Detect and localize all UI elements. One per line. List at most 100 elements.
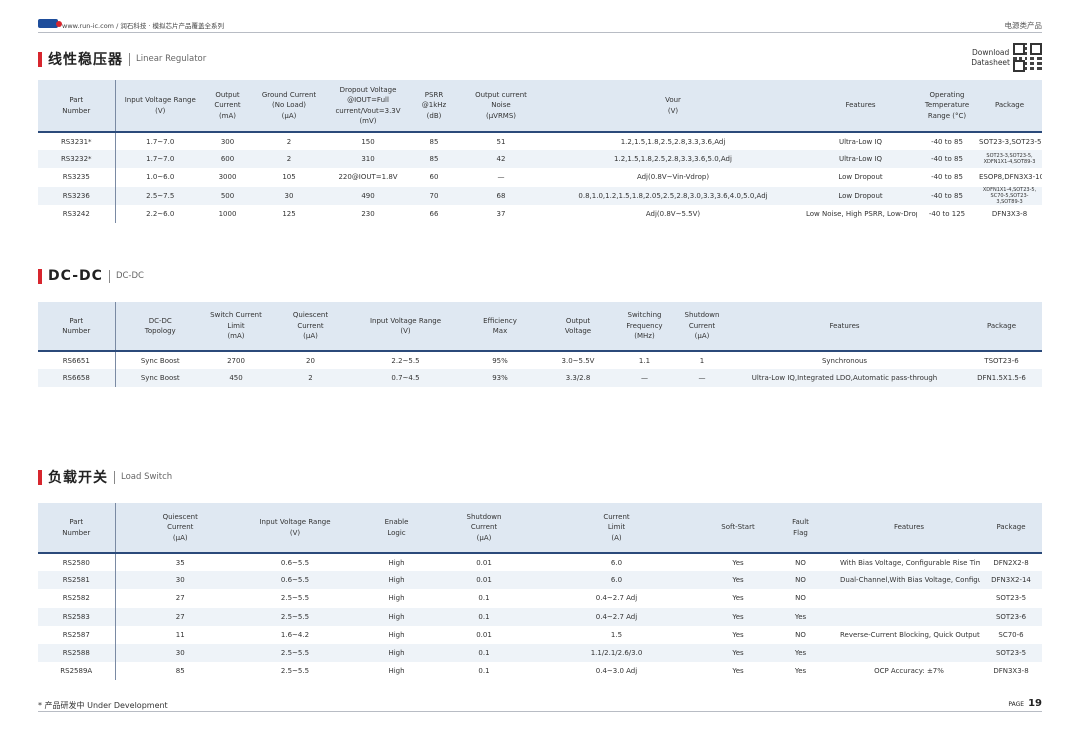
section-title-dcdc: DC-DC DC-DC (38, 266, 144, 286)
part-number-cell[interactable]: RS6658 (38, 369, 116, 388)
table-row: RS2582 27 2.5~5.5 High 0.1 0.4~2.7 Adj Yes NO SO… (38, 589, 1042, 608)
table-cell: 93% (457, 369, 543, 388)
part-number-cell[interactable]: RS3236 (38, 186, 116, 205)
part-number-cell[interactable]: RS2582 (38, 589, 116, 608)
table-cell: High (345, 643, 448, 663)
table-cell: High (345, 607, 448, 626)
column-header: Output current Noise (μVRMS) (460, 80, 542, 133)
table-cell: Yes (713, 643, 763, 663)
table-cell: Synchronous (821, 356, 868, 365)
table-cell: 27 (175, 594, 185, 603)
column-header: PSRR @1kHz (dB) (408, 80, 460, 133)
part-number-cell[interactable]: RS2580 (38, 553, 116, 572)
table-row: RS3232* 1.7~7.0 600 2 310 85 42 1.2,1.5,1.8,2.5… (38, 150, 1042, 169)
table-cell: 0.8,1.0,1.2,1.5,1.8,2.05,2.5,2.8,3.0,3.3… (542, 186, 804, 205)
table-cell: DFN1.5X1.5-6 (961, 369, 1042, 388)
column-header: Part Number (38, 302, 116, 352)
table-cell: 0.6~5.5 (280, 558, 310, 567)
table-cell: Yes (732, 630, 744, 639)
part-number-cell[interactable]: RS2588 (38, 643, 116, 663)
download-datasheet-label[interactable]: Download Datasheet (971, 48, 1010, 67)
table-cell: 0.01 (448, 571, 520, 590)
table-cell (838, 643, 980, 663)
table-cell: 20 (306, 356, 315, 365)
table-cell: SOT23-3,SOT23-5,XDFN1X1-4 (979, 137, 1042, 146)
table-cell: 0.4~2.7 Adj (520, 607, 713, 626)
table-cell: 66 (429, 209, 439, 218)
table-cell: NO (795, 630, 806, 639)
table-row: RS3236 2.5~7.5 500 30 490 70 68 0.8,1.0,1.2,1.5… (38, 186, 1042, 205)
table-cell: 85 (429, 137, 439, 146)
part-number-cell[interactable]: RS6651 (38, 351, 116, 370)
table-cell: 230 (361, 209, 375, 218)
table-cell: ESOP8,DFN3X3-10 (979, 173, 1042, 182)
section-title-cn: 线性稳压器 (48, 52, 123, 68)
part-number-cell[interactable]: RS3231* (38, 132, 116, 151)
table-cell: 6.0 (610, 558, 623, 567)
table-cell: 0.1 (478, 594, 490, 603)
table-cell (838, 607, 980, 626)
part-number-cell[interactable]: RS3242 (38, 204, 116, 223)
table-cell: -40 to 85 (931, 137, 963, 146)
table-cell: 2 (250, 150, 328, 169)
company-logo (38, 19, 62, 28)
table-cell: SOT23-6 (980, 607, 1042, 626)
part-number-cell[interactable]: RS2587 (38, 625, 116, 644)
table-cell (838, 589, 980, 607)
table-cell: 1.1 (638, 356, 651, 365)
table-cell: 1.2,1.5,1.8,2.5,2.8,3.3,3.6,Adj (620, 137, 726, 146)
category-label: 电源类产品 (1004, 21, 1043, 30)
part-number-cell[interactable]: RS3235 (38, 168, 116, 187)
table-row: RS3242 2.2~6.0 1000 125 230 66 37 Adj(0.8V~5.5V… (38, 204, 1042, 223)
column-header: Part Number (38, 80, 116, 133)
table-cell: 490 (328, 186, 408, 205)
table-cell: DFN3X2-14 (980, 571, 1042, 590)
table-cell: High (388, 630, 405, 639)
table-cell: — (497, 173, 505, 182)
part-number-cell[interactable]: RS2581 (38, 571, 116, 590)
table-cell: 1 (699, 356, 705, 365)
table-cell: Low Dropout (838, 173, 883, 182)
table-cell: -40 to 85 (931, 173, 963, 182)
dcdc-table: Part Number DC-DC Topology Switch Current … (38, 302, 1042, 388)
part-number-cell[interactable]: RS2589A (38, 662, 116, 681)
table-cell: Yes (713, 571, 763, 590)
table-cell: Yes (763, 643, 838, 663)
table-header-row: Part Number Input Voltage Range (V) Output… (38, 80, 1042, 133)
qr-code-icon[interactable] (1013, 43, 1042, 72)
column-header: Output Current (mA) (205, 80, 250, 133)
table-cell: 2.2~5.5 (391, 356, 420, 365)
table-cell: With Bias Voltage, Configurable Rise Tim… (840, 558, 980, 567)
section-marker (38, 268, 42, 284)
table-cell: 0.01 (476, 630, 492, 639)
column-header: Package (961, 302, 1042, 352)
footnote: * 产品研发中 Under Development (38, 701, 168, 710)
part-number-cell[interactable]: RS2583 (38, 607, 116, 626)
table-cell: — (676, 369, 728, 388)
table-cell: Dual-Channel,With Bias Voltage, Configur… (838, 571, 980, 590)
table-cell: 0.7~4.5 (354, 369, 457, 388)
table-cell: Low Dropout (804, 186, 917, 205)
table-cell: SC70-6 (998, 630, 1024, 639)
table-cell: Ultra-Low IQ (804, 150, 917, 169)
table-cell: Yes (794, 667, 807, 676)
page-number: PAGE 19 (1008, 698, 1042, 709)
table-cell: 2.5~5.5 (245, 643, 345, 663)
top-bar: www.run-ic.com / 润石科技 · 模拟芯片产品覆盖全系列 电源类产… (38, 18, 1042, 33)
column-header: Quiescent Current (μA) (267, 302, 354, 352)
section-title-en: Load Switch (121, 472, 173, 482)
part-number-cell[interactable]: RS3232* (38, 150, 116, 169)
table-cell: 0.01 (476, 558, 492, 567)
table-cell: DFN3X3-8 (991, 209, 1028, 218)
table-cell: 150 (361, 137, 375, 146)
table-row: RS3231* 1.7~7.0 300 2 150 85 51 1.2,1.5,1.8,2.5… (38, 132, 1042, 151)
table-row: RS2580 35 0.6~5.5 High 0.01 6.0 Yes NO With Bias… (38, 553, 1042, 572)
table-cell: 27 (115, 607, 245, 626)
table-cell: NO (795, 558, 806, 567)
column-header: Switch Current Limit (mA) (205, 302, 267, 352)
load-switch-table: Part Number Quiescent Current (μA) Input V… (38, 503, 1042, 681)
table-cell: 1.7~7.0 (146, 137, 175, 146)
column-header: Fault Flag (763, 503, 838, 554)
table-row: RS6658 Sync Boost 450 2 0.7~4.5 93% 3.3/2.8— — U… (38, 369, 1042, 388)
linear-regulator-table: Part Number Input Voltage Range (V) Output… (38, 80, 1042, 223)
